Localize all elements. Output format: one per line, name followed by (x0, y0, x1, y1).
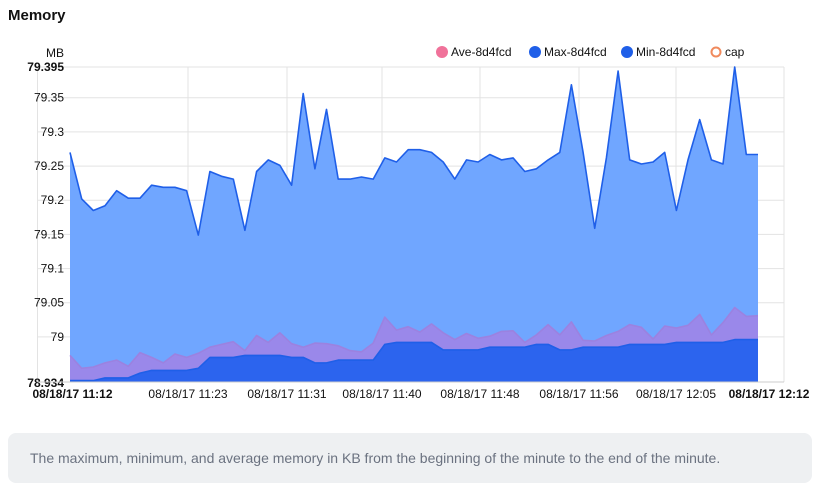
area-Min-8d4fcd (70, 339, 758, 382)
chart-axes: 79.35 79.3 79.25 79.2 79.15 79.1 79.05 79 79.395… (27, 46, 809, 401)
panel-title: Memory (8, 7, 66, 24)
x-tick-label: 08/18/17 12:05 (636, 387, 716, 401)
x-tick-label: 08/18/17 11:56 (539, 387, 619, 401)
chart-legend: Ave-8d4fcd Max-8d4fcd Min-8d4fcd cap (436, 45, 745, 59)
legend-label: Max-8d4fcd (544, 45, 607, 59)
x-tick-label: 08/18/17 11:48 (440, 387, 520, 401)
chart-areas (70, 67, 758, 382)
y-max-label: 79.395 (27, 60, 64, 74)
x-tick-label: 08/18/17 12:12 (729, 387, 810, 401)
y-tick-label: 79.1 (41, 262, 65, 276)
line-Min-8d4fcd (70, 338, 758, 382)
x-tick-label: 08/18/17 11:12 (32, 387, 112, 401)
x-tick-label: 08/18/17 11:23 (148, 387, 228, 401)
x-tick-label: 08/18/17 11:40 (342, 387, 422, 401)
line-Max-8d4fcd (69, 66, 758, 236)
x-tick-label: 08/18/17 11:31 (247, 387, 327, 401)
legend-swatch-ring (710, 46, 722, 58)
legend-swatch (436, 46, 448, 58)
y-tick-label: 79.2 (41, 193, 65, 207)
y-axis-label: MB (46, 46, 64, 60)
y-tick-label: 79 (51, 330, 65, 344)
legend-swatch (529, 46, 541, 58)
memory-area-chart[interactable]: 79.35 79.3 79.25 79.2 79.15 79.1 79.05 79 79.395… (0, 0, 820, 420)
y-tick-label: 79.3 (41, 125, 65, 139)
legend-label: Min-8d4fcd (636, 45, 695, 59)
panel-description: The maximum, minimum, and average memory… (30, 450, 721, 466)
legend-label: cap (725, 45, 745, 59)
y-tick-label: 79.15 (34, 227, 64, 241)
y-min-label: 78.934 (27, 376, 64, 390)
y-tick-label: 79.25 (34, 159, 64, 173)
legend-swatch (621, 46, 633, 58)
description-box: The maximum, minimum, and average memory… (8, 433, 812, 483)
line-Ave-8d4fcd (69, 306, 759, 370)
area-Max-8d4fcd (70, 67, 758, 382)
legend-label: Ave-8d4fcd (451, 45, 512, 59)
y-tick-label: 79.05 (34, 296, 64, 310)
y-tick-label: 79.35 (34, 91, 64, 105)
chart-lines (69, 66, 759, 382)
